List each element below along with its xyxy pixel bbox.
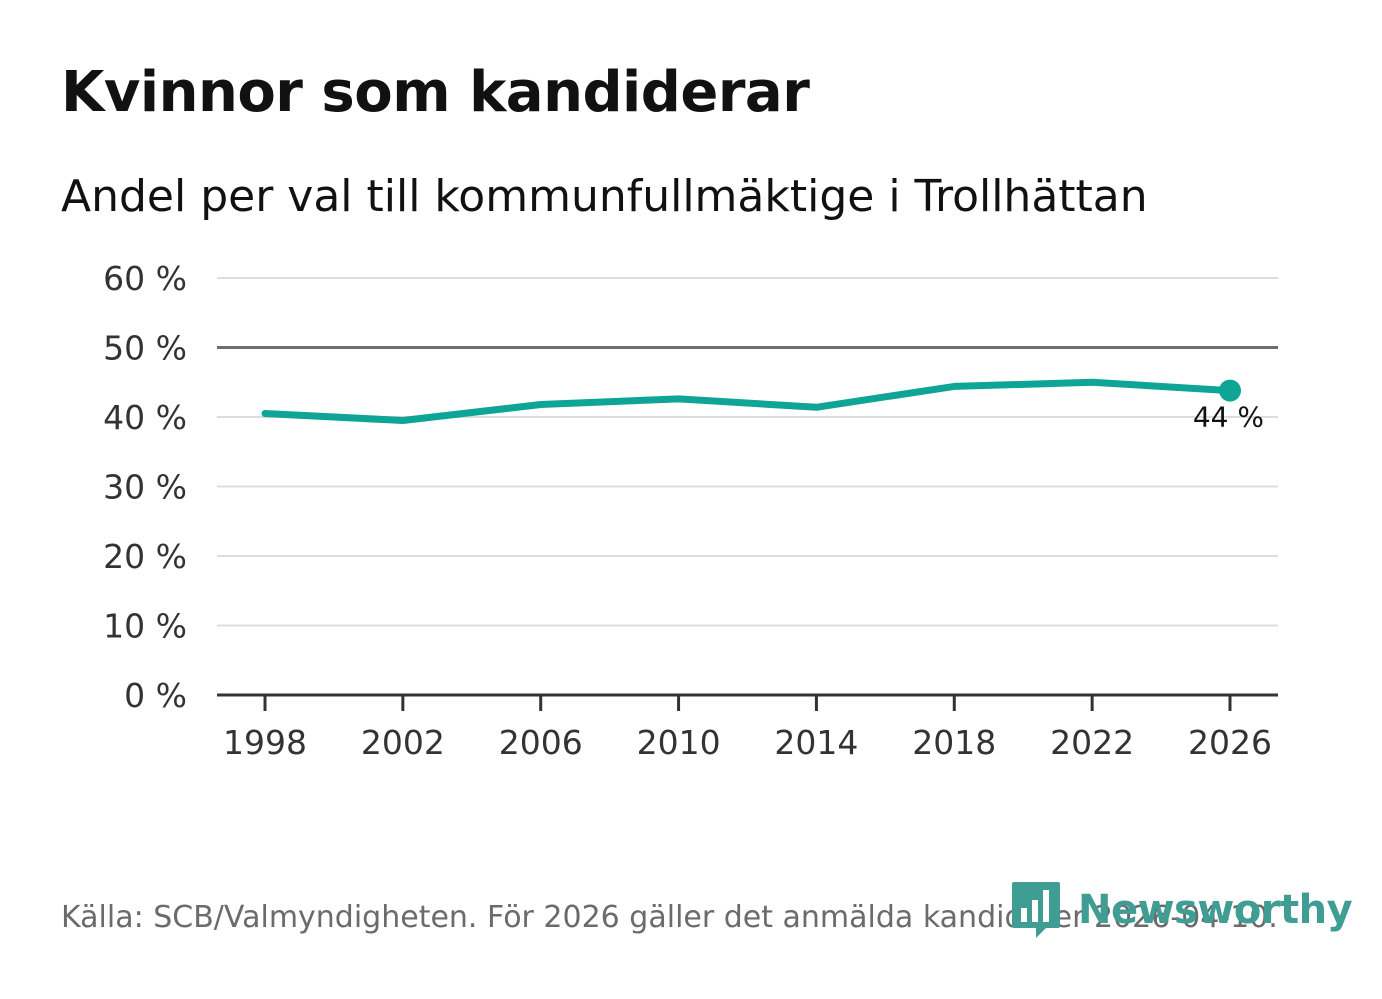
x-axis xyxy=(217,693,1278,711)
x-tick-label-2010: 2010 xyxy=(637,723,721,762)
series-line-andel-kvinnor xyxy=(261,378,1234,424)
x-tick-label-2002: 2002 xyxy=(361,723,445,762)
y-tick-label-10: 10 % xyxy=(103,607,187,646)
chart-subtitle: Andel per val till kommunfullmäktige i T… xyxy=(61,171,1148,222)
y-tick-label-60: 60 % xyxy=(103,259,187,298)
source-note: Källa: SCB/Valmyndigheten. För 2026 gäll… xyxy=(61,900,1278,935)
newsworthy-logo-icon xyxy=(1012,882,1060,938)
x-tick-label-2006: 2006 xyxy=(499,723,583,762)
y-tick-label-0: 0 % xyxy=(124,676,187,715)
newsworthy-logo: Newsworthy xyxy=(1010,878,1353,942)
y-axis-tick-labels: 0 % 10 % 20 % 30 % 40 % 50 % 60 % xyxy=(103,259,187,715)
data-labels: 44 % xyxy=(1193,401,1264,434)
grid-lines xyxy=(217,277,1278,627)
x-tick-label-2022: 2022 xyxy=(1050,723,1134,762)
x-tick-label-2026: 2026 xyxy=(1188,723,1272,762)
x-tick-label-1998: 1998 xyxy=(223,723,307,762)
last-point-marker xyxy=(1219,379,1241,402)
series-andel-kvinnor xyxy=(261,378,1241,424)
x-tick-label-2014: 2014 xyxy=(774,723,858,762)
y-tick-label-50: 50 % xyxy=(103,329,187,368)
y-tick-label-30: 30 % xyxy=(103,468,187,507)
logo-text: Newsworthy xyxy=(1078,887,1353,933)
x-tick-label-2018: 2018 xyxy=(912,723,996,762)
y-tick-label-40: 40 % xyxy=(103,398,187,437)
y-tick-label-20: 20 % xyxy=(103,537,187,576)
chart-title: Kvinnor som kandiderar xyxy=(61,60,810,125)
last-point-label: 44 % xyxy=(1193,401,1264,434)
x-axis-tick-labels: 1998 2002 2006 2010 2014 2018 2022 2026 xyxy=(223,723,1272,762)
